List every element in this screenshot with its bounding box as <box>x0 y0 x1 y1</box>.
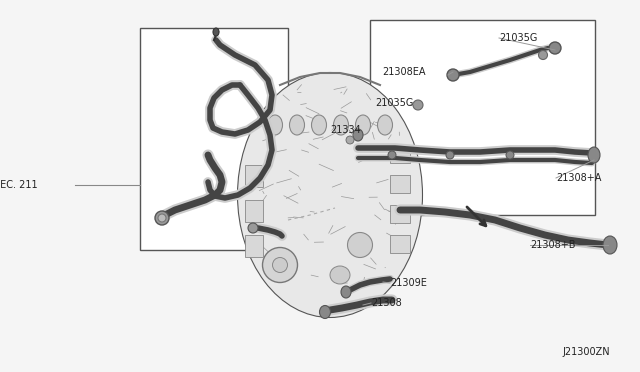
Text: 21308: 21308 <box>371 298 402 308</box>
Ellipse shape <box>248 223 258 233</box>
Text: J21300ZN: J21300ZN <box>562 347 610 357</box>
Ellipse shape <box>378 115 392 135</box>
Text: 21308+B: 21308+B <box>530 240 575 250</box>
Ellipse shape <box>538 51 547 60</box>
Text: 21035G: 21035G <box>499 33 538 43</box>
Ellipse shape <box>341 286 351 298</box>
Ellipse shape <box>413 100 423 110</box>
Ellipse shape <box>333 115 349 135</box>
Ellipse shape <box>506 151 514 159</box>
Ellipse shape <box>549 42 561 54</box>
Ellipse shape <box>588 147 600 163</box>
Ellipse shape <box>346 136 354 144</box>
Ellipse shape <box>158 214 166 222</box>
Bar <box>245 235 263 257</box>
Ellipse shape <box>603 236 617 254</box>
Ellipse shape <box>330 266 350 284</box>
Ellipse shape <box>446 151 454 159</box>
Text: SEC. 211: SEC. 211 <box>0 180 38 190</box>
Ellipse shape <box>262 247 298 282</box>
Bar <box>245 165 263 187</box>
Text: 21334: 21334 <box>330 125 361 135</box>
Text: 21308EA: 21308EA <box>382 67 426 77</box>
Ellipse shape <box>289 115 305 135</box>
Bar <box>390 235 410 253</box>
Ellipse shape <box>273 257 287 273</box>
Ellipse shape <box>447 69 459 81</box>
Bar <box>370 20 595 215</box>
Ellipse shape <box>355 115 371 135</box>
Text: 21035G: 21035G <box>375 98 413 108</box>
Ellipse shape <box>353 129 363 141</box>
Bar <box>390 205 410 223</box>
Bar <box>390 145 410 163</box>
Ellipse shape <box>237 73 422 317</box>
Ellipse shape <box>155 211 169 225</box>
Ellipse shape <box>213 28 219 36</box>
Text: 21309E: 21309E <box>390 278 427 288</box>
Ellipse shape <box>348 232 372 257</box>
Ellipse shape <box>312 115 326 135</box>
Ellipse shape <box>268 115 282 135</box>
Text: 21308+A: 21308+A <box>556 173 602 183</box>
Bar <box>390 175 410 193</box>
Bar <box>245 200 263 222</box>
Bar <box>140 28 288 250</box>
Ellipse shape <box>388 151 396 159</box>
Ellipse shape <box>319 305 330 318</box>
